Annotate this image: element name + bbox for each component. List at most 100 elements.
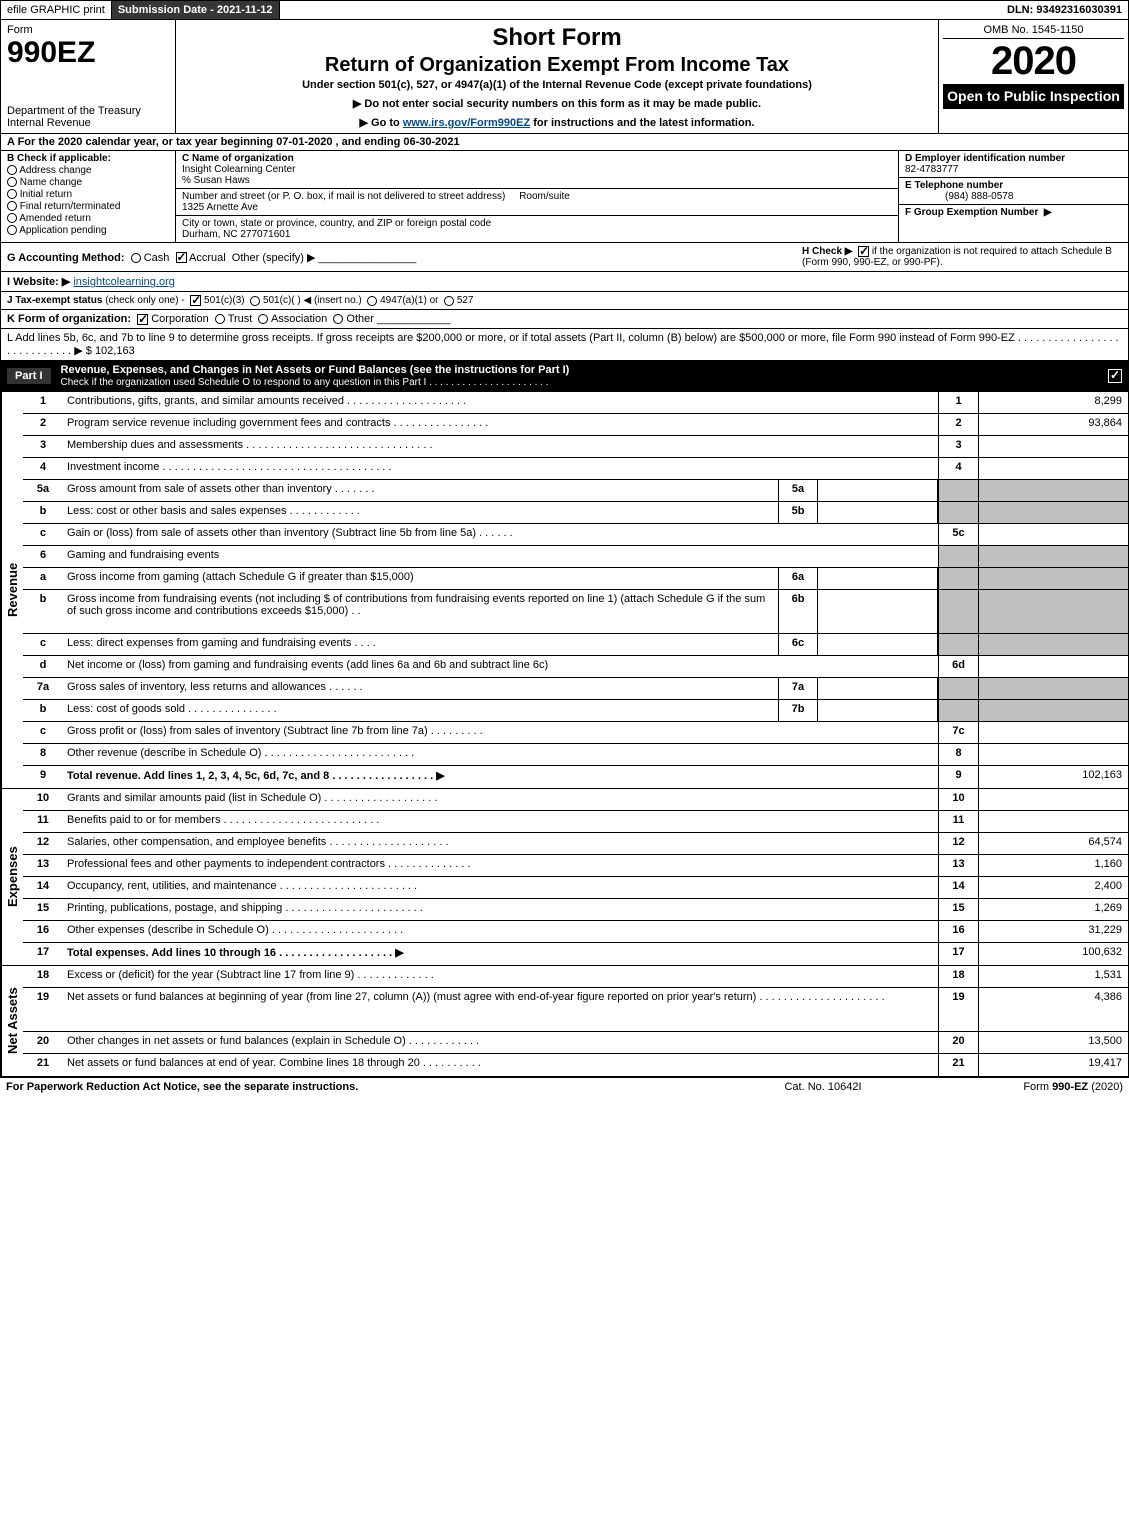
ein-value: 82-4783777: [905, 164, 958, 175]
part-1-label: Part I: [7, 368, 51, 384]
radio-association[interactable]: [258, 314, 268, 324]
top-bar: efile GRAPHIC print Submission Date - 20…: [0, 0, 1129, 20]
form-label: Form: [7, 24, 33, 36]
line-number: 18: [23, 966, 63, 987]
check-final-return[interactable]: Final return/terminated: [7, 201, 169, 212]
line-description: Total revenue. Add lines 1, 2, 3, 4, 5c,…: [63, 766, 938, 788]
table-row: 21Net assets or fund balances at end of …: [23, 1054, 1128, 1076]
line-description: Net assets or fund balances at end of ye…: [63, 1054, 938, 1076]
line-number: c: [23, 722, 63, 743]
dept-irs: Internal Revenue: [7, 117, 91, 129]
radio-501c[interactable]: [250, 296, 260, 306]
footer-right-suffix: (2020): [1088, 1081, 1123, 1093]
line-description: Contributions, gifts, grants, and simila…: [63, 392, 938, 413]
line-value: 93,864: [978, 414, 1128, 435]
line-description: Excess or (deficit) for the year (Subtra…: [63, 966, 938, 987]
revenue-section: Revenue 1Contributions, gifts, grants, a…: [0, 392, 1129, 789]
tax-year: 2020: [943, 39, 1124, 84]
line-number: d: [23, 656, 63, 677]
line-g-label: G Accounting Method:: [7, 252, 125, 264]
line-description: Investment income . . . . . . . . . . . …: [63, 458, 938, 479]
check-schedule-b-not-required[interactable]: [858, 246, 869, 257]
right-line-number: 10: [938, 789, 978, 810]
right-line-number: [938, 502, 978, 523]
street-value: 1325 Arnette Ave: [182, 202, 258, 213]
mid-line-value: [818, 590, 938, 633]
line-value: [978, 789, 1128, 810]
right-line-number: 18: [938, 966, 978, 987]
mid-line-value: [818, 480, 938, 501]
radio-cash[interactable]: [131, 253, 141, 263]
footer-center: Cat. No. 10642I: [723, 1081, 923, 1093]
table-row: cGross profit or (loss) from sales of in…: [23, 722, 1128, 744]
radio-527[interactable]: [444, 296, 454, 306]
line-description: Net income or (loss) from gaming and fun…: [63, 656, 938, 677]
line-h: H Check ▶ if the organization is not req…: [802, 246, 1122, 268]
label-address-change: Address change: [19, 165, 91, 176]
check-amended-return[interactable]: Amended return: [7, 213, 169, 224]
radio-trust[interactable]: [215, 314, 225, 324]
row-a-tax-year: A For the 2020 calendar year, or tax yea…: [0, 134, 1129, 151]
line-k-label: K Form of organization:: [7, 313, 131, 325]
mid-line-number: 5b: [778, 502, 818, 523]
line-description: Gross income from gaming (attach Schedul…: [63, 568, 778, 589]
line-number: 6: [23, 546, 63, 567]
table-row: 18Excess or (deficit) for the year (Subt…: [23, 966, 1128, 988]
radio-4947[interactable]: [367, 296, 377, 306]
line-number: 4: [23, 458, 63, 479]
part-1-title: Revenue, Expenses, and Changes in Net As…: [61, 364, 1108, 388]
website-link[interactable]: insightcolearning.org: [73, 276, 175, 288]
table-row: cLess: direct expenses from gaming and f…: [23, 634, 1128, 656]
table-row: 2Program service revenue including gover…: [23, 414, 1128, 436]
street-block: Number and street (or P. O. box, if mail…: [176, 189, 898, 216]
check-application-pending[interactable]: Application pending: [7, 225, 169, 236]
check-initial-return[interactable]: Initial return: [7, 189, 169, 200]
right-line-number: 5c: [938, 524, 978, 545]
check-accrual[interactable]: [176, 252, 187, 263]
line-value: [978, 811, 1128, 832]
label-accrual: Accrual: [189, 252, 226, 264]
check-501c3[interactable]: [190, 295, 201, 306]
open-to-public: Open to Public Inspection: [943, 84, 1124, 109]
line-j: J Tax-exempt status (check only one) - 5…: [0, 292, 1129, 310]
line-value: 31,229: [978, 921, 1128, 942]
check-address-change[interactable]: Address change: [7, 165, 169, 176]
right-line-number: 14: [938, 877, 978, 898]
line-i-label: I Website: ▶: [7, 276, 70, 288]
label-501c: 501(c)( ) ◀ (insert no.): [263, 295, 362, 306]
line-description: Grants and similar amounts paid (list in…: [63, 789, 938, 810]
line-number: b: [23, 502, 63, 523]
dept-treasury: Department of the Treasury: [7, 105, 141, 117]
check-name-change[interactable]: Name change: [7, 177, 169, 188]
line-description: Gross sales of inventory, less returns a…: [63, 678, 778, 699]
line-value: [978, 700, 1128, 721]
line-value: [978, 744, 1128, 765]
line-number: 16: [23, 921, 63, 942]
form-header: Form 990EZ Department of the Treasury In…: [0, 20, 1129, 134]
line-value: [978, 722, 1128, 743]
line-value: [978, 502, 1128, 523]
label-corporation: Corporation: [151, 313, 208, 325]
line-number: 2: [23, 414, 63, 435]
right-line-number: 4: [938, 458, 978, 479]
line-number: 11: [23, 811, 63, 832]
irs-link[interactable]: www.irs.gov/Form990EZ: [403, 117, 530, 129]
table-row: bGross income from fundraising events (n…: [23, 590, 1128, 634]
line-number: 10: [23, 789, 63, 810]
right-line-number: [938, 590, 978, 633]
right-line-number: 8: [938, 744, 978, 765]
schedule-o-checkbox[interactable]: [1108, 369, 1122, 383]
line-description: Net assets or fund balances at beginning…: [63, 988, 938, 1031]
org-name-block: C Name of organization Insight Colearnin…: [176, 151, 898, 189]
right-line-number: [938, 700, 978, 721]
radio-other-org[interactable]: [333, 314, 343, 324]
mid-line-number: 6c: [778, 634, 818, 655]
short-form-title: Short Form: [186, 24, 928, 52]
table-row: 19Net assets or fund balances at beginni…: [23, 988, 1128, 1032]
check-corporation[interactable]: [137, 314, 148, 325]
city-label: City or town, state or province, country…: [182, 218, 491, 229]
line-description: Gross profit or (loss) from sales of inv…: [63, 722, 938, 743]
line-number: 5a: [23, 480, 63, 501]
right-line-number: 3: [938, 436, 978, 457]
table-row: 17Total expenses. Add lines 10 through 1…: [23, 943, 1128, 965]
